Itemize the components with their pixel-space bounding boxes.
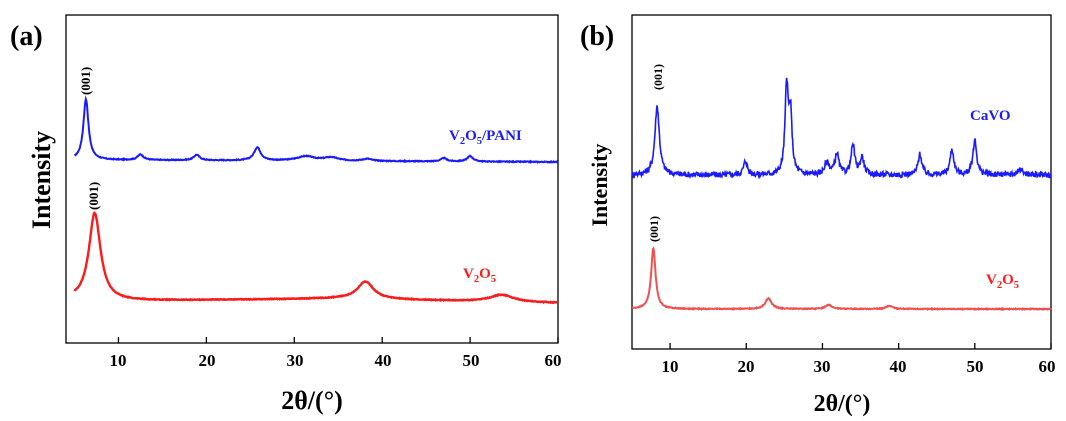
panel-b-xlabel: 2θ/(°) — [814, 391, 871, 417]
panel-a-xtick-label: 10 — [110, 351, 127, 370]
panel-b-xtick-label: 60 — [1039, 357, 1056, 376]
series-line-cavo — [631, 77, 1052, 180]
peak-label-001: (001) — [647, 216, 661, 242]
series-label-v2o5-pani: V2O5/PANI — [449, 128, 522, 147]
panel-a: (a) Intensity 10 20 30 40 50 60 2θ/(°) (… — [10, 14, 562, 415]
panel-b: (b) Intensity 10 20 30 40 50 60 2θ/(°) (… — [580, 14, 1056, 417]
panel-a-xtick-label: 20 — [199, 351, 216, 370]
panel-b-label: (b) — [580, 21, 614, 52]
panel-a-frame — [65, 14, 559, 344]
peak-label-001: (001) — [78, 67, 93, 95]
series-label-v2o5: V2O5 — [463, 266, 496, 285]
panel-a-label: (a) — [10, 21, 43, 52]
panel-b-frame — [631, 14, 1052, 350]
peak-label-001: (001) — [86, 182, 101, 210]
series-label-v2o5: V2O5 — [986, 272, 1019, 291]
panel-a-xtick-label: 30 — [287, 351, 304, 370]
panel-a-xtick-label: 40 — [375, 351, 392, 370]
panel-a-ylabel: Intensity — [27, 131, 56, 229]
panel-b-xtick-label: 50 — [967, 357, 984, 376]
peak-label-001: (001) — [651, 64, 665, 90]
panel-b-xtick-label: 10 — [662, 357, 679, 376]
series-label-cavo: CaVO — [970, 108, 1011, 124]
series-line-v2o5-pani — [73, 95, 559, 164]
panel-b-xtick-label: 20 — [738, 357, 755, 376]
panel-b-ylabel: Intensity — [587, 143, 612, 226]
panel-a-xtick-label: 50 — [463, 351, 480, 370]
panel-a-xticks — [117, 337, 559, 343]
panel-b-xticks — [669, 343, 1052, 349]
series-line-v2o5 — [631, 246, 1052, 312]
panel-a-xlabel: 2θ/(°) — [281, 386, 343, 415]
panel-b-xtick-label: 40 — [890, 357, 907, 376]
panel-a-xtick-label: 60 — [545, 351, 562, 370]
series-line-v2o5 — [73, 211, 559, 305]
panel-b-xtick-label: 30 — [814, 357, 831, 376]
